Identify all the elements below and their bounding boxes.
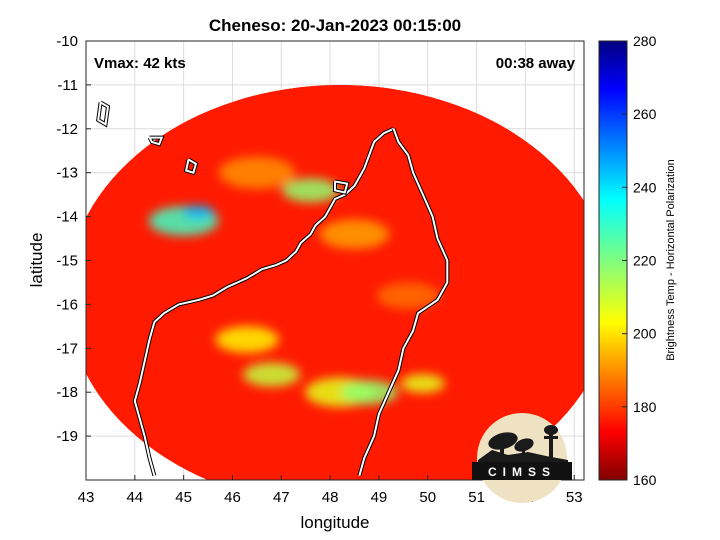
y-tick-label: -17 [56,340,78,357]
brightness-feature [400,374,446,393]
coastline [96,100,450,477]
vmax-annotation: Vmax: 42 kts [94,55,186,72]
colorbar-title: Brightness Temp - Horizontal Polarizatio… [665,159,677,361]
logo-silhouette [478,425,568,464]
y-tick-label: -12 [56,121,78,138]
cimss-logo: CIMSS [472,413,572,503]
colorbar-tick-label: 180 [633,399,657,415]
y-tick-label: -15 [56,253,78,270]
x-tick-label: 43 [78,489,95,506]
x-tick-label: 51 [468,489,485,506]
coastline-nosy-be [334,180,349,194]
brightness-features [148,156,446,407]
y-tick-label: -10 [56,33,78,50]
x-tick-label: 50 [419,489,436,506]
brightness-feature [319,219,390,249]
coastline-mayotte [184,158,198,174]
swath-background [86,84,584,480]
x-tick-label: 47 [273,489,290,506]
colorbar-tick-label: 240 [633,179,657,195]
colorbar-ticks: 160 180 200 220 240 260 280 [622,33,657,488]
y-tick-label: -14 [56,209,78,226]
chart-title: Cheneso: 20-Jan-2023 00:15:00 [209,16,461,35]
brightness-feature [340,380,398,405]
coastline-madagascar-east [358,128,449,476]
y-axis-title: latitude [27,233,46,288]
brightness-feature [182,205,215,219]
logo-text: CIMSS [488,465,556,479]
x-tick-label: 49 [371,489,388,506]
coastline-comoros-grande [97,101,110,127]
x-tick-label: 45 [175,489,192,506]
x-axis-title: longitude [300,513,369,532]
x-tick-label: 44 [126,489,143,506]
colorbar-tick-label: 220 [633,253,657,269]
brightness-feature [218,156,295,189]
coastline-madagascar-north [133,127,395,476]
y-tick-label: -18 [56,384,78,401]
y-tick-label: -19 [56,428,78,445]
y-tick-label: -11 [57,77,78,94]
brightness-feature [376,282,440,310]
coastline-comoros-anjouan [148,136,164,146]
x-tick-label: 46 [224,489,241,506]
y-tick-label: -16 [56,296,78,313]
colorbar-tick-label: 200 [633,326,657,342]
brightness-feature [215,326,279,353]
colorbar-tick-label: 160 [633,472,657,488]
colorbar-tick-label: 280 [633,33,657,49]
x-tick-label: 48 [322,489,339,506]
time-away-annotation: 00:38 away [496,55,576,72]
colorbar-tick-label: 260 [633,106,657,122]
y-axis: -10 -11 -12 -13 -14 -15 -16 -17 -18 -19 [56,33,91,445]
y-tick-label: -13 [56,165,78,182]
x-tick-label: 53 [566,489,583,506]
brightness-feature [282,178,340,203]
logo-band [472,462,572,480]
brightness-feature [242,362,301,387]
